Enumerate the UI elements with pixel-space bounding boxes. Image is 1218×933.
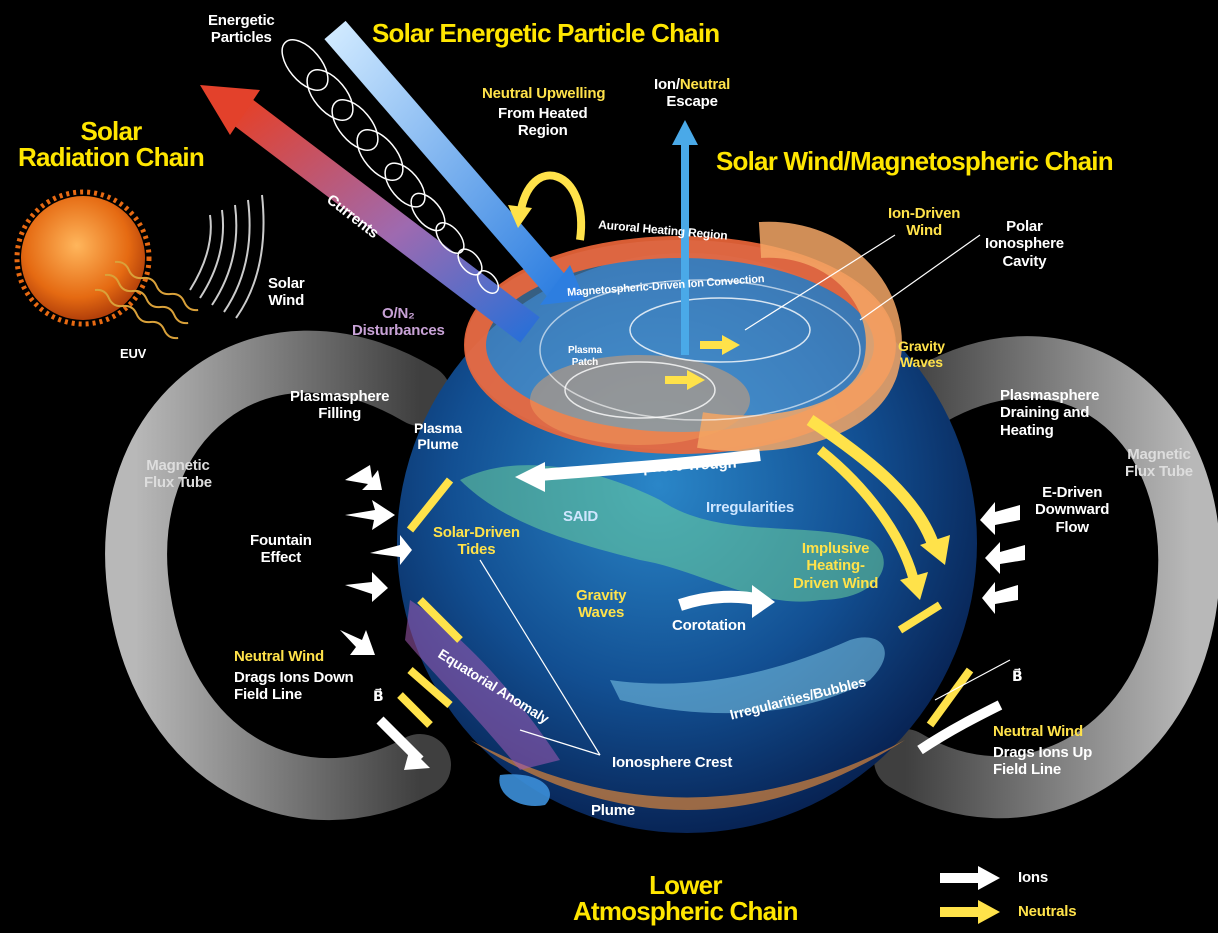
o-n2-disturbances-label: O/N₂ Disturbances <box>352 305 445 340</box>
neutral-wind-down-label: Drags Ions Down Field Line <box>234 669 354 704</box>
plasma-patch-label: Plasma Patch <box>568 345 602 368</box>
legend-ions-label: Ions <box>1018 869 1049 886</box>
b-vector-left-label: B⃗ <box>373 688 384 704</box>
euv-label: EUV <box>120 346 147 361</box>
lower-atmospheric-chain-title: Lower Atmospheric Chain <box>573 870 799 926</box>
e-driven-flow-label: E-Driven Downward Flow <box>1035 484 1110 536</box>
legend-neutrals-arrow <box>940 900 1000 924</box>
polar-oval <box>464 221 902 454</box>
neutral-wind-up-title: Neutral Wind <box>993 723 1083 740</box>
currents-arrow <box>200 85 540 343</box>
solar-radiation-chain-title: Solar Radiation Chain <box>18 116 205 172</box>
right-ion-arrows <box>917 502 1025 755</box>
right-flux-tube <box>874 336 1218 819</box>
irregularities-label: Irregularities <box>706 499 795 516</box>
magnetic-flux-tube-left-label: Magnetic Flux Tube <box>144 457 212 492</box>
legend-neutrals-label: Neutrals <box>1018 903 1077 920</box>
ion-escape-arrow <box>672 120 698 355</box>
sun-icon <box>14 189 152 327</box>
convection-arrows <box>665 335 740 390</box>
polar-ionosphere-cavity-label: Polar Ionosphere Cavity <box>985 218 1064 270</box>
plasmasphere-draining-label: Plasmasphere Draining and Heating <box>1000 387 1100 439</box>
right-neutral-arrows <box>897 601 974 728</box>
said-label: SAID <box>563 508 599 525</box>
solar-driven-tides-label: Solar-Driven Tides <box>433 524 520 559</box>
neutral-upwelling-arrow <box>508 171 586 241</box>
legend-ions-arrow <box>940 866 1000 890</box>
corotation-arrow <box>678 585 775 618</box>
plasma-plume-label: Plasma Plume <box>414 420 462 453</box>
leader-lines <box>479 234 1011 756</box>
left-flux-tube <box>105 330 451 820</box>
solar-wind-arcs-icon <box>189 194 265 319</box>
ionosphere-trough-arrow <box>515 449 761 492</box>
implusive-heating-arrows <box>806 415 950 600</box>
solar-wind-label: Solar Wind <box>268 275 305 310</box>
energetic-particle-arrow <box>324 20 585 305</box>
euv-waves-icon <box>94 260 199 340</box>
fountain-effect-label: Fountain Effect <box>250 532 312 567</box>
gravity-waves-top-label: Gravity Waves <box>898 338 945 371</box>
left-ion-arrows <box>340 465 430 770</box>
corotation-label: Corotation <box>672 617 746 634</box>
neutral-wind-down-title: Neutral Wind <box>234 648 324 665</box>
implusive-heating-label: Implusive Heating- Driven Wind <box>793 540 879 592</box>
solar-energetic-particle-chain-title: Solar Energetic Particle Chain <box>372 18 720 48</box>
from-heated-region-label: From Heated Region <box>498 105 588 140</box>
ion-neutral-escape-label: Ion/Neutral Escape <box>654 76 731 111</box>
neutral-wind-up-label: Drags Ions Up Field Line <box>993 744 1093 779</box>
energetic-particles-label: Energetic Particles <box>208 12 275 47</box>
particle-spiral-icon <box>281 39 500 294</box>
plasmasphere-filling-label: Plasmasphere Filling <box>290 388 390 423</box>
solar-wind-magnetospheric-chain-title: Solar Wind/Magnetospheric Chain <box>716 146 1114 176</box>
ionosphere-crest-label: Ionosphere Crest <box>612 754 733 771</box>
magnetic-flux-tube-right-label: Magnetic Flux Tube <box>1125 446 1193 481</box>
left-neutral-arrows <box>397 477 463 728</box>
b-vector-right-label: B⃗ <box>1012 668 1023 684</box>
ion-driven-wind-label: Ion-Driven Wind <box>888 205 961 240</box>
gravity-waves-mid-label: Gravity Waves <box>576 587 627 622</box>
plume-label: Plume <box>591 802 636 819</box>
neutral-upwelling-label: Neutral Upwelling <box>482 85 606 102</box>
